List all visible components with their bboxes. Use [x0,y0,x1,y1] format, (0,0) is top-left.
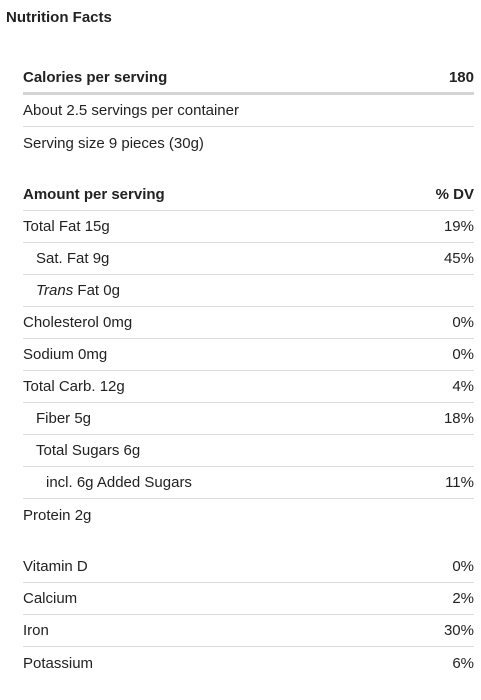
nutrient-row-fiber: Fiber 5g 18% [23,403,474,435]
section-spacer [23,531,474,551]
amount-header-row: Amount per serving % DV [23,179,474,211]
nutrient-label: Total Sugars 6g [36,442,141,459]
nutrient-row-sodium: Sodium 0mg 0% [23,339,474,371]
serving-size-label: Serving size 9 pieces (30g) [23,134,204,152]
nutrient-label: Fiber 5g [36,410,92,427]
nutrient-label: incl. 6g Added Sugars [46,474,192,491]
vitamin-label: Calcium [23,590,78,607]
nutrient-dv: 0% [452,314,474,331]
nutrient-label: Total Carb. 12g [23,378,125,395]
section-spacer [23,159,474,179]
vitamin-dv: 30% [443,622,474,639]
vitamin-dv: 6% [452,654,474,672]
vitamin-dv: 0% [452,558,474,575]
vitamin-row-iron: Iron 30% [23,615,474,647]
vitamin-label: Potassium [23,654,94,672]
vitamin-row-calcium: Calcium 2% [23,583,474,615]
calories-label: Calories per serving [23,69,168,86]
nutrient-row-protein: Protein 2g [23,499,474,531]
servings-label: About 2.5 servings per container [23,102,239,119]
serving-size-row: Serving size 9 pieces (30g) [23,127,474,159]
nutrient-dv: 11% [445,474,474,491]
vitamin-label: Vitamin D [23,558,88,575]
nutrient-label: Sodium 0mg [23,346,108,363]
trans-italic-label: Trans [36,282,74,299]
nutrient-row-total-fat: Total Fat 15g 19% [23,211,474,243]
nutrient-dv: 4% [452,378,474,395]
nutrient-label: Total Fat 15g [23,218,110,235]
page-title: Nutrition Facts [6,9,112,26]
vitamin-dv: 2% [452,590,474,607]
amount-header-label: Amount per serving [23,186,165,203]
nutrition-panel: Calories per serving 180 About 2.5 servi… [23,63,474,679]
nutrient-row-trans-fat: Trans Fat 0g [23,275,474,307]
nutrient-row-sat-fat: Sat. Fat 9g 45% [23,243,474,275]
nutrient-dv: 19% [443,218,474,235]
nutrient-row-added-sugars: incl. 6g Added Sugars 11% [23,467,474,499]
calories-value: 180 [448,69,474,86]
nutrient-row-total-sugars: Total Sugars 6g [23,435,474,467]
nutrient-dv: 0% [452,346,474,363]
vitamin-row-vitamin-d: Vitamin D 0% [23,551,474,583]
nutrient-dv: 18% [443,410,474,427]
nutrient-row-cholesterol: Cholesterol 0mg 0% [23,307,474,339]
servings-row: About 2.5 servings per container [23,95,474,127]
nutrient-label: Protein 2g [23,506,92,524]
nutrient-label: Trans Fat 0g [23,282,120,299]
vitamin-label: Iron [23,622,49,639]
nutrient-label: Cholesterol 0mg [23,314,133,331]
dv-header-label: % DV [435,186,474,203]
trans-rest-label: Fat 0g [73,282,120,299]
calories-row: Calories per serving 180 [23,63,474,95]
nutrient-label: Sat. Fat 9g [36,250,110,267]
vitamin-row-potassium: Potassium 6% [23,647,474,679]
nutrient-row-total-carb: Total Carb. 12g 4% [23,371,474,403]
nutrient-dv: 45% [443,250,474,267]
